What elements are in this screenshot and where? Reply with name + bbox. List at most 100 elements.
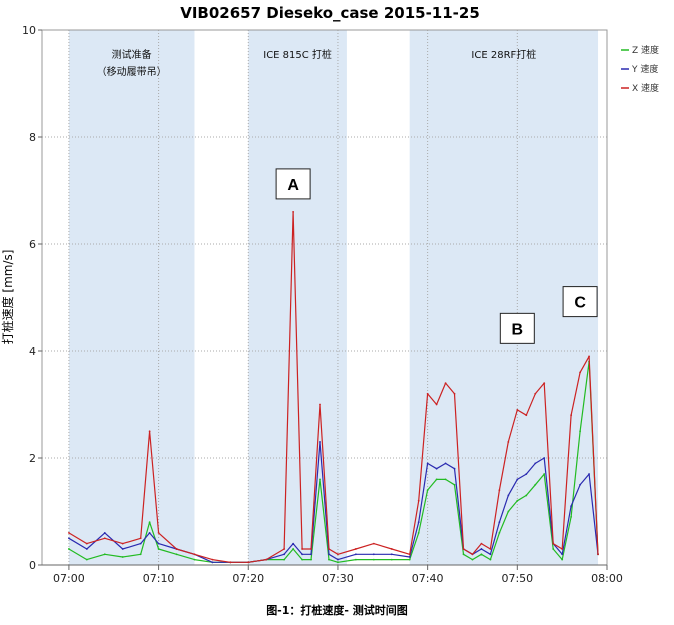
y-tick-label: 8 [29,131,36,144]
annotations: A B C [275,168,598,344]
data-point [319,403,321,406]
data-point [543,473,546,475]
data-point [354,558,357,561]
data-point [328,553,330,556]
data-point [507,441,510,443]
data-point [489,548,492,550]
data-point [301,548,303,550]
y-axis-label: 打桩速度 [mm/s] [0,250,15,345]
x-tick-label: 08:00 [591,572,623,585]
data-point [579,371,581,374]
data-point [372,542,375,545]
legend-label: Z 速度 [632,44,659,56]
time-band [68,30,195,565]
data-point [417,521,420,524]
data-point [507,494,510,497]
y-tick-label: 10 [22,24,36,37]
data-point [525,494,528,497]
data-point [588,473,590,475]
y-tick-label: 2 [29,452,36,465]
data-point [175,553,178,556]
data-point [462,548,465,550]
x-tick-label: 07:40 [412,572,444,585]
data-point [211,558,214,561]
legend: Z 速度 Y 速度 X 速度 [621,44,659,94]
data-point [462,553,465,556]
data-point [157,532,160,534]
data-point [516,478,519,481]
data-point [372,558,375,561]
data-point [435,403,438,406]
data-point [390,558,393,561]
data-point [337,561,339,564]
y-tick-label: 4 [29,345,36,358]
annotation-box [562,286,598,318]
data-point [328,548,330,550]
data-point [570,505,573,508]
data-point [68,548,70,550]
data-point [516,499,519,502]
data-point [426,462,429,465]
data-point [328,558,330,561]
data-point [444,462,447,465]
annotation-box [275,168,311,200]
x-tick-label: 07:10 [143,572,175,585]
time-bands: 测试准备 （移动履带吊） ICE 815C 打桩 ICE 28RF打桩 [68,30,599,565]
data-point [310,558,312,561]
data-point [453,483,456,486]
data-point [354,548,357,550]
annotation-label: C [574,295,586,312]
data-point [525,473,528,475]
data-point [579,483,581,486]
data-point [408,553,411,556]
data-point [148,532,151,534]
data-point [292,542,295,545]
data-point [301,553,303,556]
data-point [310,553,312,556]
data-point [139,542,142,545]
data-point [417,532,420,534]
data-point [68,532,70,534]
annotation-box [499,312,535,344]
data-point [283,553,286,556]
data-point [444,382,447,384]
y-tick-label: 6 [29,238,36,251]
data-point [148,521,151,524]
data-point [283,548,286,550]
data-point [139,553,142,556]
legend-label: Y 速度 [631,63,658,75]
data-point [453,392,456,395]
data-point [552,542,555,545]
annotation-label: B [512,321,524,338]
data-point [507,510,510,513]
data-point [408,556,411,558]
chart-title: VIB02657 Dieseko_case 2015-11-25 [180,4,480,22]
data-point [435,478,438,481]
data-point [525,414,528,417]
data-point [103,537,106,540]
data-point [552,548,555,550]
data-point [570,515,573,518]
data-point [193,553,196,556]
data-point [175,548,178,550]
data-point [390,553,393,556]
data-point [310,548,312,550]
data-point [157,548,160,550]
data-point [283,558,286,561]
data-point [543,382,546,384]
data-point [453,467,456,470]
data-point [543,457,546,459]
data-point [534,392,537,395]
data-point [301,558,303,561]
data-point [354,553,357,556]
data-point [319,478,321,481]
data-point [498,489,501,491]
data-point [579,430,581,433]
data-point [121,556,124,558]
band-label: ICE 28RF打桩 [471,48,536,61]
data-point [337,553,339,556]
legend-label: X 速度 [632,82,659,94]
data-point [480,542,483,545]
data-point [121,542,124,545]
